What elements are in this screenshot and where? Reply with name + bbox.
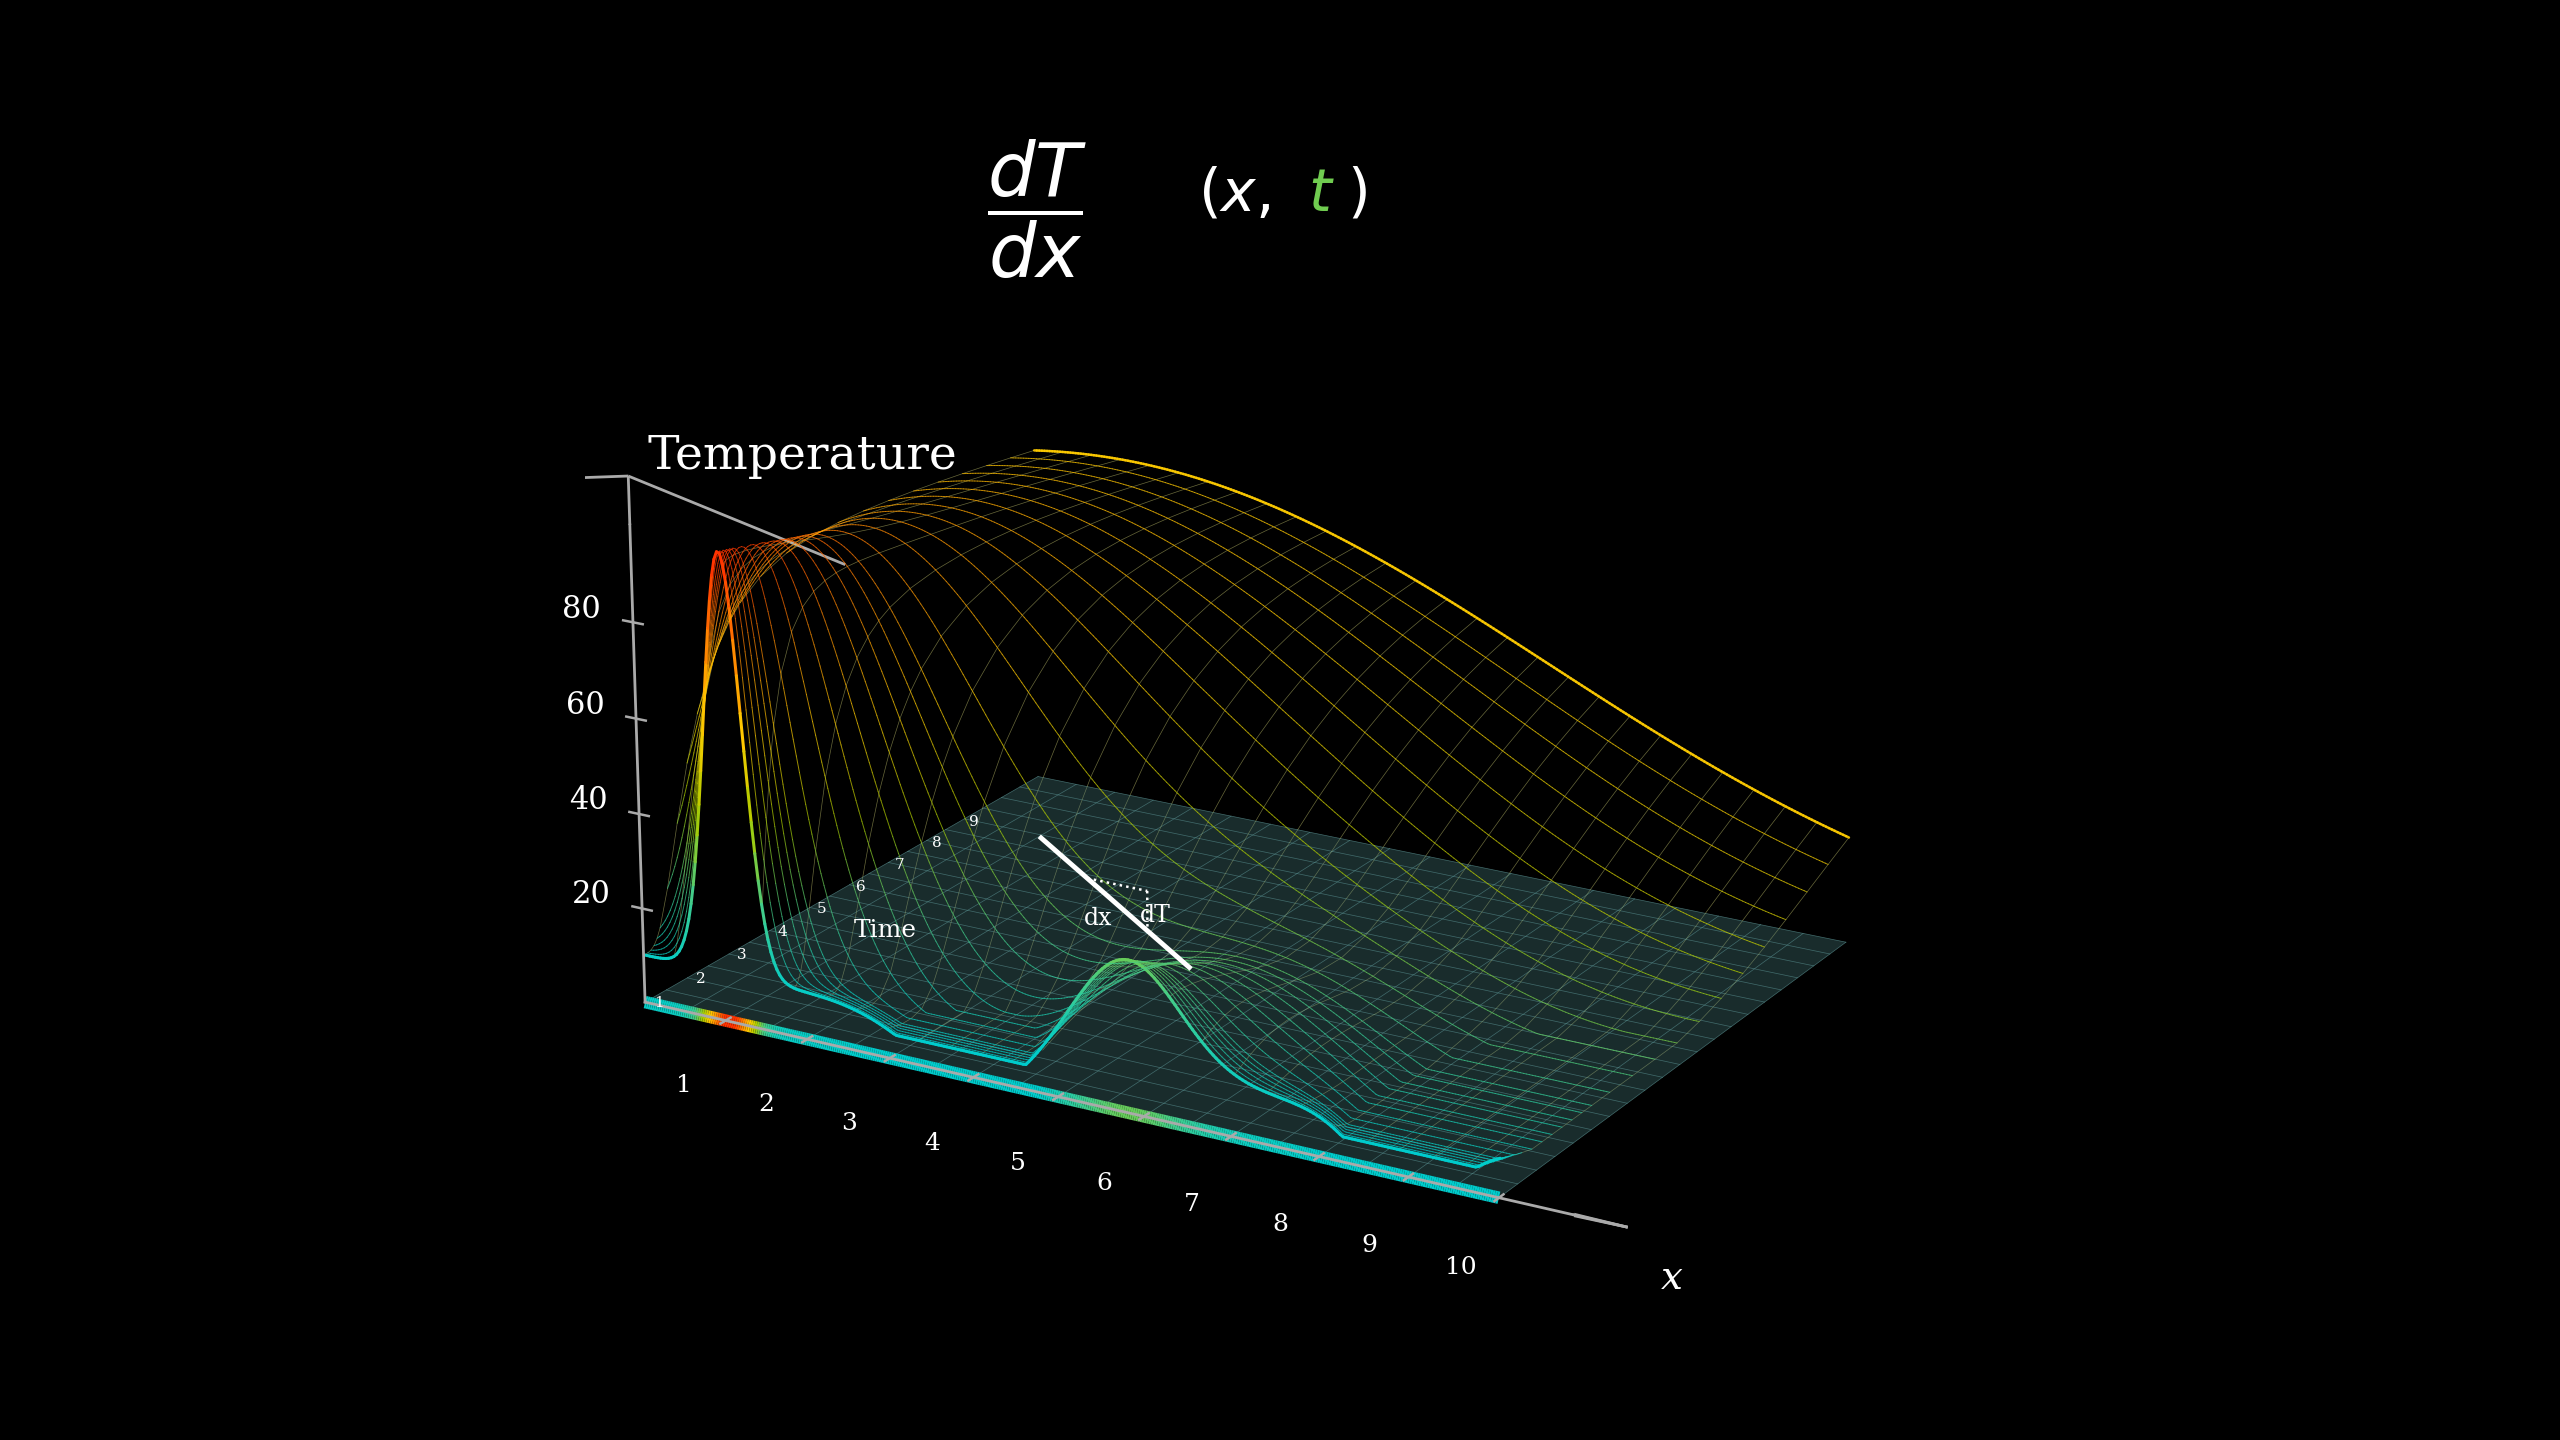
Text: $(x,$: $(x,$ [1198,166,1270,223]
Text: $)$: $)$ [1347,166,1367,223]
Text: $\dfrac{dT}{dx}$: $\dfrac{dT}{dx}$ [986,137,1088,281]
Text: $t$: $t$ [1308,166,1334,223]
